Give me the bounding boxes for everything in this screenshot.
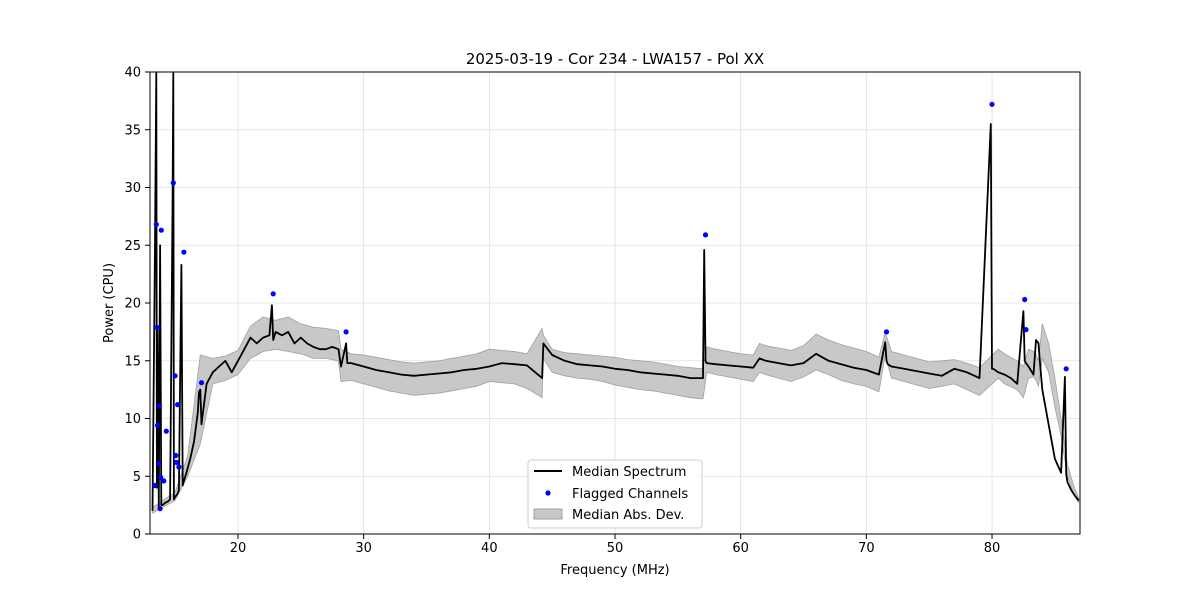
flagged-channel-point	[156, 460, 162, 467]
legend-mad-label: Median Abs. Dev.	[572, 508, 684, 523]
flagged-channel-point	[176, 464, 182, 470]
y-tick-label: 10	[124, 412, 141, 427]
flagged-channel-point	[175, 402, 181, 408]
flagged-channel-point	[198, 380, 205, 386]
flagged-channel-point	[989, 101, 995, 107]
ticks: 20 30 40 50 60 70 80 0 5 10 15 20 25 30 35 40	[124, 66, 1000, 557]
x-tick-label: 40	[481, 541, 498, 556]
flagged-channel-point	[163, 428, 169, 434]
flagged-channel-point	[883, 329, 890, 335]
y-tick-label: 35	[124, 123, 141, 138]
y-tick-label: 25	[124, 239, 141, 254]
flagged-channel-point	[156, 403, 162, 409]
flagged-channel-point	[1063, 366, 1069, 372]
y-tick-label: 0	[133, 528, 141, 543]
legend-median-label: Median Spectrum	[572, 465, 686, 480]
flagged-channel-point	[161, 478, 167, 484]
flagged-channel-point	[154, 324, 160, 330]
x-tick-label: 70	[858, 541, 875, 556]
x-tick-label: 80	[984, 541, 1001, 556]
flagged-channel-point	[153, 221, 159, 228]
y-axis-label: Power (CPU)	[102, 263, 117, 343]
chart-title: 2025-03-19 - Cor 234 - LWA157 - Pol XX	[466, 50, 764, 68]
y-tick-label: 5	[133, 470, 141, 485]
flagged-channel-point	[172, 373, 178, 379]
legend-box	[527, 459, 703, 529]
flagged-channel-point	[1022, 296, 1028, 303]
x-tick-label: 50	[607, 541, 624, 556]
flagged-channel-point	[158, 474, 164, 480]
flagged-channel-point	[173, 459, 179, 465]
legend: Median Spectrum Flagged Channels Median …	[527, 459, 703, 529]
y-tick-label: 20	[124, 297, 141, 312]
flagged-points-layer	[152, 101, 1069, 512]
flagged-channel-point	[181, 249, 187, 255]
median-spectrum-line	[151, 72, 1080, 511]
y-tick-label: 40	[124, 66, 141, 81]
flagged-channel-point	[343, 329, 349, 335]
x-axis-label: Frequency (MHz)	[560, 563, 669, 578]
legend-mad-swatch	[533, 508, 563, 520]
flagged-channel-point	[170, 180, 176, 186]
flagged-channel-point	[1023, 327, 1029, 333]
legend-flagged-swatch	[545, 490, 551, 496]
flagged-channel-point	[270, 291, 276, 297]
x-tick-label: 20	[230, 541, 247, 556]
x-tick-label: 30	[355, 541, 372, 556]
flagged-channel-point	[154, 422, 161, 428]
x-tick-label: 60	[732, 541, 749, 556]
flagged-channel-point	[173, 452, 179, 459]
median-line-layer	[151, 72, 1080, 511]
flagged-channel-point	[158, 227, 164, 233]
flagged-channel-point	[157, 506, 163, 512]
legend-flagged-label: Flagged Channels	[572, 487, 688, 502]
flagged-channel-point	[702, 232, 709, 238]
flagged-channel-point	[152, 482, 158, 489]
y-tick-label: 30	[124, 181, 141, 196]
y-tick-label: 15	[124, 354, 141, 369]
